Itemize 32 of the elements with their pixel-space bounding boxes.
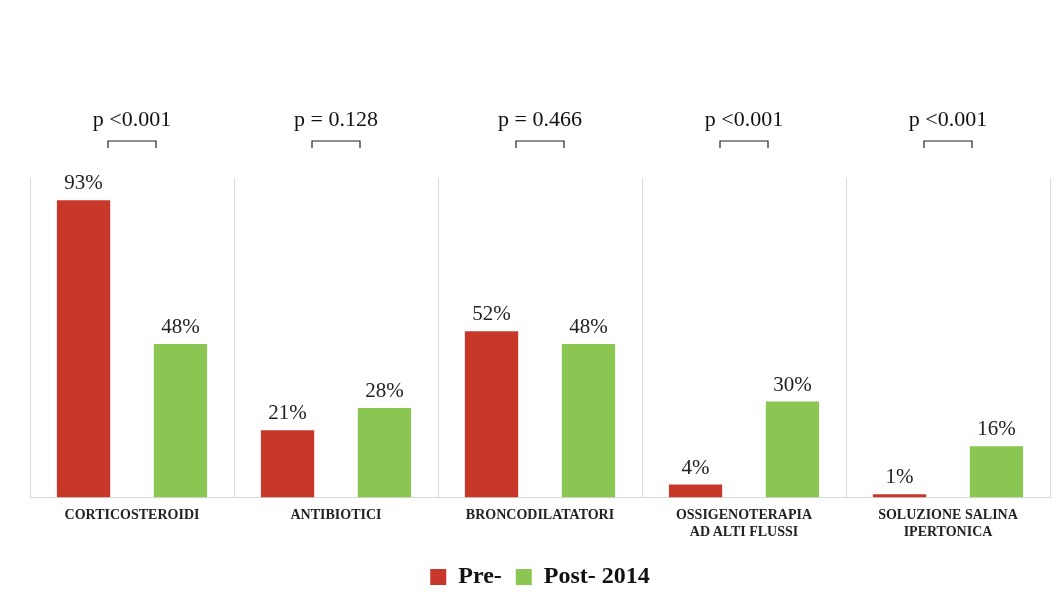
text: p = 0.466 [498,106,582,131]
data-label: 16% [977,416,1016,441]
text: p = 0.128 [294,106,378,131]
bar [969,446,1024,498]
x-tick-label: OSSIGENOTERAPIA AD ALTI FLUSSI [675,507,813,540]
data-label: 1% [885,464,914,489]
bar [357,407,412,498]
legend-label: Post- 2014 [543,562,650,589]
x-tick-label: ANTIBIOTICI [290,507,382,523]
text: p <0.001 [92,106,172,131]
bar [765,401,820,498]
bar [260,430,315,498]
bar [872,494,927,498]
bar [464,331,519,498]
text: p <0.001 [908,106,988,131]
data-label: 21% [268,400,307,425]
data-label: 48% [569,314,608,339]
legend-label: Pre- [458,562,502,589]
x-tick-label: SOLUZIONE SALINA IPERTONICA [878,507,1019,540]
data-label: 4% [681,454,710,479]
x-tick-label: CORTICOSTEROIDI [64,507,200,523]
bar [668,484,723,498]
data-label: 30% [773,371,812,396]
data-label: 48% [161,314,200,339]
x-tick-label: BRONCODILATATORI [465,507,615,523]
data-label: 93% [64,170,103,195]
data-label: 28% [365,377,404,402]
bar [56,200,111,498]
bar [153,344,208,498]
data-label: 52% [472,301,511,326]
text: p <0.001 [704,106,784,131]
bar [561,344,616,498]
